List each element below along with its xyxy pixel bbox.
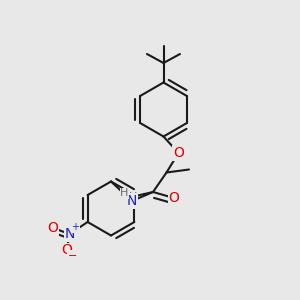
Text: H: H <box>129 191 138 202</box>
Text: −: − <box>68 251 77 261</box>
Text: N: N <box>64 227 75 241</box>
Text: O: O <box>169 191 179 205</box>
Text: O: O <box>61 244 72 257</box>
Text: +: + <box>71 222 79 233</box>
Text: N: N <box>127 194 137 208</box>
Text: O: O <box>173 146 184 160</box>
Text: H: H <box>120 188 129 199</box>
Text: O: O <box>48 221 58 235</box>
